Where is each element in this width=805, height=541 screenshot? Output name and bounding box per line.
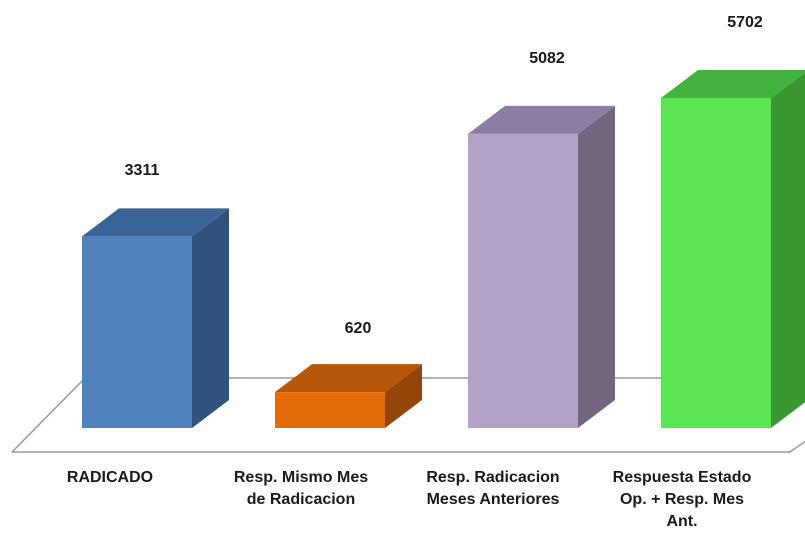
category-label-line: Meses Anteriores <box>426 491 560 508</box>
bar-side-resp-radicacion-meses <box>578 105 615 429</box>
bar-top-respuesta-estado <box>661 70 805 98</box>
category-label-resp-mismo-mes: Resp. Mismo Mes de Radicacion <box>216 467 386 511</box>
category-label-line: de Radicacion <box>246 491 356 508</box>
value-label-resp-mismo-mes: 620 <box>344 320 372 337</box>
bar-side-radicado <box>192 208 229 428</box>
category-label-resp-radicacion-meses: Resp. Radicacion Meses Anteriores <box>408 467 578 511</box>
bar-top-resp-mismo-mes <box>275 364 422 393</box>
category-label-line: Resp. Radicacion <box>426 469 560 486</box>
value-label-respuesta-estado: 5702 <box>727 14 763 31</box>
bar-resp-mismo-mes <box>275 392 385 428</box>
category-label-radicado: RADICADO <box>25 467 195 489</box>
bar-top-resp-radicacion-meses <box>468 105 615 134</box>
category-label-line: Ant. <box>666 513 698 530</box>
category-label-line: Op. + Resp. Mes <box>619 491 745 508</box>
category-label-line: Respuesta Estado <box>612 469 752 486</box>
value-label-radicado: 3311 <box>124 162 160 179</box>
category-label-respuesta-estado: Respuesta Estado Op. + Resp. Mes Ant. <box>597 467 767 533</box>
bar-top-radicado <box>82 208 229 237</box>
category-label-line: RADICADO <box>66 469 154 486</box>
bar-radicado <box>82 236 192 428</box>
bar-respuesta-estado <box>661 98 771 428</box>
bar-side-resp-mismo-mes <box>385 364 422 428</box>
value-label-resp-radicacion-meses: 5082 <box>529 50 565 67</box>
bar-resp-radicacion-meses <box>468 133 578 428</box>
bar-side-respuesta-estado <box>771 72 805 428</box>
category-label-line: Resp. Mismo Mes <box>233 469 369 486</box>
